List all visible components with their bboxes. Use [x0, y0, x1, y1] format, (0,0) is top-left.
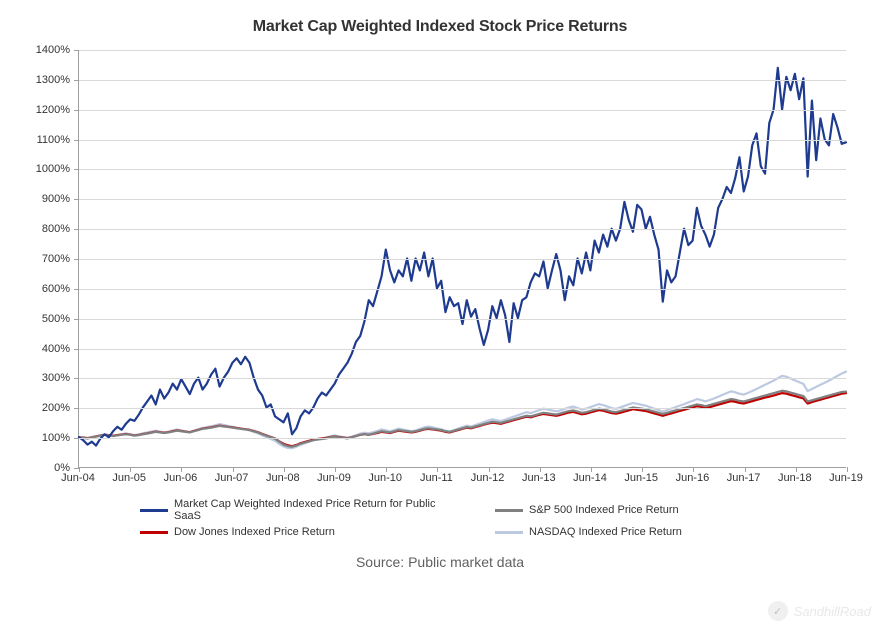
- watermark-icon: ✓: [768, 601, 788, 621]
- y-tick-label: 1400%: [36, 44, 70, 56]
- x-tick-label: Jun-07: [215, 472, 249, 484]
- legend-swatch: [140, 509, 168, 512]
- legend-label: NASDAQ Indexed Price Return: [529, 526, 682, 538]
- x-tick-label: Jun-15: [624, 472, 658, 484]
- y-tick-label: 1200%: [36, 104, 70, 116]
- y-tick-label: 500%: [42, 313, 70, 325]
- x-tick-label: Jun-08: [266, 472, 300, 484]
- y-tick-label: 1000%: [36, 163, 70, 175]
- legend-swatch: [495, 509, 523, 512]
- x-tick-label: Jun-13: [522, 472, 556, 484]
- watermark-text: SandhillRoad: [794, 604, 871, 619]
- y-tick-label: 300%: [42, 372, 70, 384]
- x-tick-label: Jun-11: [420, 472, 453, 484]
- y-tick-label: 800%: [42, 223, 70, 235]
- x-tick-label: Jun-17: [727, 472, 761, 484]
- y-tick-label: 700%: [42, 253, 70, 265]
- legend-label: Market Cap Weighted Indexed Price Return…: [174, 498, 465, 522]
- chart-title: Market Cap Weighted Indexed Stock Price …: [20, 18, 860, 36]
- x-axis: Jun-04Jun-05Jun-06Jun-07Jun-08Jun-09Jun-…: [78, 468, 846, 490]
- watermark: ✓ SandhillRoad: [768, 601, 871, 621]
- x-tick-label: Jun-05: [112, 472, 146, 484]
- y-tick-label: 600%: [42, 283, 70, 295]
- x-tick-label: Jun-19: [829, 472, 863, 484]
- x-tick-label: Jun-10: [368, 472, 402, 484]
- x-tick-label: Jun-04: [61, 472, 95, 484]
- y-tick-label: 100%: [42, 432, 70, 444]
- plot-area: 0%100%200%300%400%500%600%700%800%900%10…: [26, 50, 846, 490]
- legend-swatch: [495, 531, 523, 534]
- legend-item: Market Cap Weighted Indexed Price Return…: [140, 498, 465, 522]
- x-tick-label: Jun-14: [573, 472, 607, 484]
- legend-item: Dow Jones Indexed Price Return: [140, 526, 465, 538]
- y-tick-label: 200%: [42, 402, 70, 414]
- y-tick-label: 1100%: [37, 134, 70, 146]
- y-tick-label: 400%: [42, 343, 70, 355]
- source-caption: Source: Public market data: [20, 554, 860, 570]
- legend-item: NASDAQ Indexed Price Return: [495, 526, 820, 538]
- x-tick-label: Jun-16: [676, 472, 710, 484]
- legend-label: Dow Jones Indexed Price Return: [174, 526, 335, 538]
- series-line: [79, 68, 846, 446]
- y-axis: 0%100%200%300%400%500%600%700%800%900%10…: [26, 50, 74, 468]
- y-tick-label: 1300%: [36, 74, 70, 86]
- legend-swatch: [140, 531, 168, 534]
- legend: Market Cap Weighted Indexed Price Return…: [140, 498, 820, 538]
- x-tick-label: Jun-06: [164, 472, 198, 484]
- legend-item: S&P 500 Indexed Price Return: [495, 498, 820, 522]
- x-tick-label: Jun-12: [471, 472, 505, 484]
- y-tick-label: 900%: [42, 193, 70, 205]
- legend-label: S&P 500 Indexed Price Return: [529, 504, 679, 516]
- x-tick-label: Jun-09: [317, 472, 351, 484]
- grid-area: [78, 50, 846, 468]
- x-tick-label: Jun-18: [778, 472, 812, 484]
- chart-container: Market Cap Weighted Indexed Stock Price …: [20, 18, 860, 570]
